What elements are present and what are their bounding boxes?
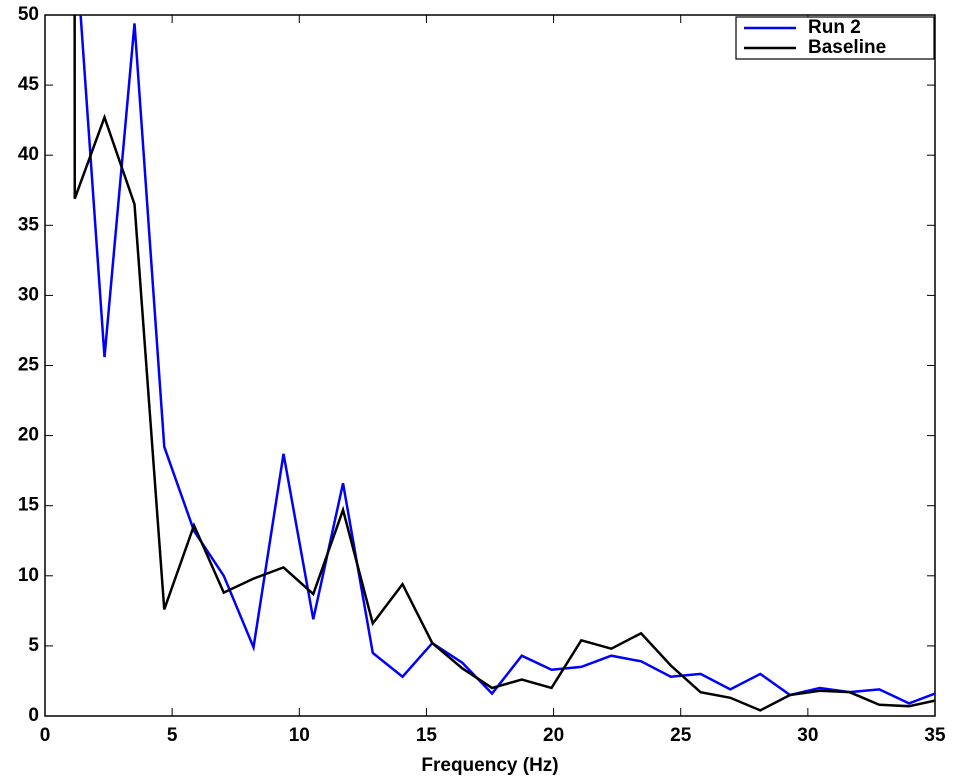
y-tick-label: 50 (18, 4, 39, 25)
plot-lines (73, 15, 935, 712)
y-tick-label: 0 (28, 705, 39, 726)
legend-label: Baseline (808, 37, 886, 58)
y-tick-label: 20 (18, 425, 39, 446)
legend-box (735, 16, 935, 60)
x-tick-label: 5 (167, 725, 178, 746)
legend-label: Run 2 (808, 17, 861, 38)
y-tick-label: 25 (18, 355, 40, 376)
x-tick-label: 25 (670, 725, 692, 746)
y-tick-label: 15 (18, 495, 40, 516)
data-line (73, 15, 935, 712)
y-tick-label: 40 (18, 144, 39, 165)
y-tick-label: 45 (18, 74, 40, 95)
x-axis-label: Frequency (Hz) (421, 755, 558, 776)
x-tick-label: 0 (40, 725, 51, 746)
y-tick-label: 5 (28, 635, 39, 656)
plot-frame (44, 14, 936, 717)
x-tick-label: 10 (289, 725, 310, 746)
x-tick-label: 15 (416, 725, 438, 746)
y-tick-label: 30 (18, 284, 39, 305)
y-tick-label: 10 (18, 565, 39, 586)
x-tick-label: 35 (924, 725, 946, 746)
y-tick-label: 35 (18, 214, 40, 235)
x-tick-label: 20 (543, 725, 564, 746)
x-tick-label: 30 (797, 725, 818, 746)
